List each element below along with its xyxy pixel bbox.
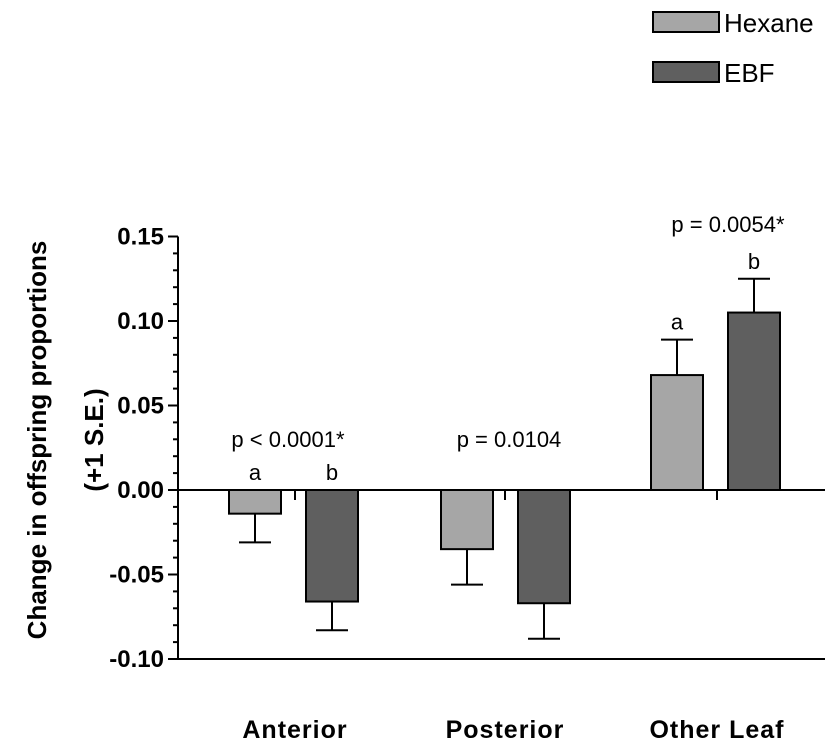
significance-letter: b bbox=[748, 249, 760, 274]
axes: 0.15 0.10 0.05 0.00 -0.05 -0.10 bbox=[109, 224, 825, 673]
bar-ebf-2 bbox=[727, 311, 781, 491]
significance-letter: a bbox=[249, 460, 262, 485]
legend: Hexane EBF bbox=[652, 8, 814, 88]
significance-letter: a bbox=[671, 310, 684, 335]
category-label-other-leaf: Other Leaf bbox=[649, 716, 784, 744]
bar-hexane-2 bbox=[650, 374, 704, 491]
bars bbox=[228, 277, 781, 640]
y-tick-label: 0.10 bbox=[117, 308, 164, 335]
legend-label-hexane: Hexane bbox=[724, 8, 814, 38]
annotations: p < 0.0001* p = 0.0104 p = 0.0054* a b a b bbox=[231, 212, 785, 485]
bar-hexane-0 bbox=[228, 489, 282, 515]
bar-hexane-1 bbox=[440, 489, 494, 551]
significance-letter: b bbox=[326, 460, 338, 485]
y-axis-title-line1: Change in offspring proportions bbox=[22, 241, 52, 640]
y-tick-label: 0.00 bbox=[117, 477, 164, 504]
y-tick-label: 0.15 bbox=[117, 224, 164, 251]
category-label-anterior: Anterior bbox=[242, 716, 347, 744]
p-value-label: p = 0.0054* bbox=[671, 212, 785, 237]
y-axis-title-line2: (+1 S.E.) bbox=[79, 388, 109, 491]
y-tick-label: -0.05 bbox=[109, 562, 164, 589]
legend-swatch-ebf bbox=[652, 61, 720, 83]
bar-ebf-0 bbox=[305, 489, 359, 603]
y-tick-label: -0.10 bbox=[109, 646, 164, 673]
bar-ebf-1 bbox=[517, 489, 571, 605]
p-value-label: p < 0.0001* bbox=[231, 427, 345, 452]
y-tick-label: 0.05 bbox=[117, 393, 164, 420]
category-label-posterior: Posterior bbox=[446, 716, 565, 744]
legend-swatch-hexane bbox=[652, 11, 720, 33]
legend-label-ebf: EBF bbox=[724, 58, 775, 88]
p-value-label: p = 0.0104 bbox=[457, 427, 562, 452]
